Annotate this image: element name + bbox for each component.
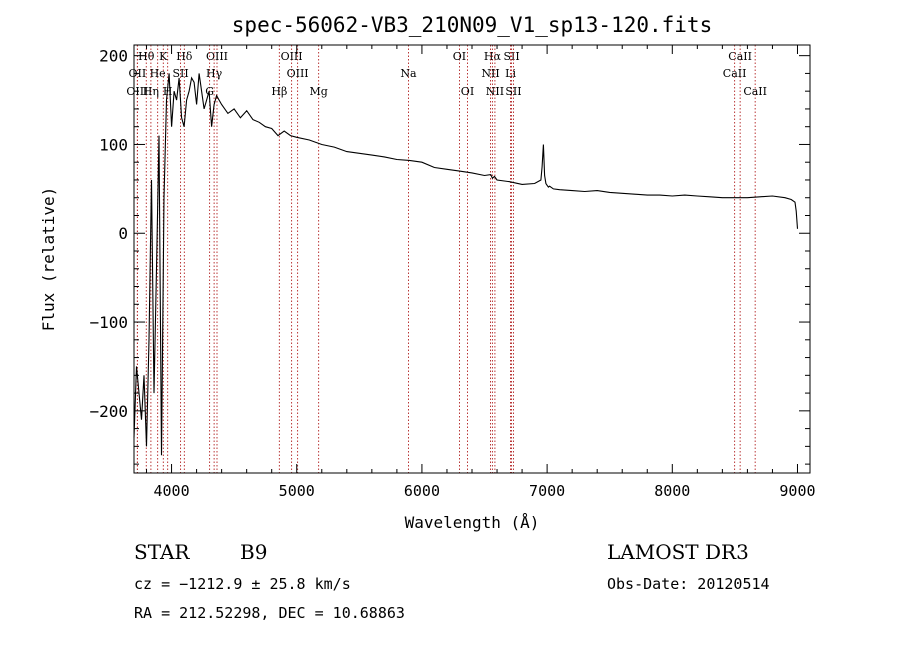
marker-label-4: He <box>150 67 166 80</box>
x-tick-label-5: 9000 <box>779 482 815 500</box>
marker-label-3: K <box>159 50 168 63</box>
spectrum-line <box>133 73 799 456</box>
marker-label-25: CaII <box>728 50 752 63</box>
x-tick-label-2: 6000 <box>404 482 440 500</box>
x-tick-label-0: 4000 <box>153 482 189 500</box>
marker-label-19: Hα <box>484 50 502 63</box>
redshift-velocity: cz = −1212.9 ± 25.8 km/s <box>134 575 351 593</box>
marker-label-5: Hη <box>143 85 159 98</box>
marker-label-6: Hδ <box>176 50 193 63</box>
marker-label-12: OIII <box>281 50 303 63</box>
marker-label-14: Hβ <box>271 85 287 98</box>
object-type: STAR <box>134 540 190 564</box>
x-axis-label: Wavelength (Å) <box>405 513 540 532</box>
marker-label-9: OIII <box>206 50 228 63</box>
marker-label-7: SII <box>172 67 188 80</box>
x-axis-ticks: 4000 5000 6000 7000 8000 9000 <box>146 45 816 500</box>
marker-label-26: CaII <box>723 67 747 80</box>
y-axis-label: Flux (relative) <box>39 187 58 332</box>
x-tick-label-1: 5000 <box>279 482 315 500</box>
marker-label-10: Hγ <box>206 67 223 80</box>
marker-label-22: Li <box>505 67 516 80</box>
observation-date: Obs-Date: 20120514 <box>607 575 770 593</box>
y-tick-label-1: −100 <box>89 313 128 332</box>
marker-label-24: SII <box>505 85 521 98</box>
marker-label-17: OI <box>453 50 466 63</box>
x-tick-label-3: 7000 <box>529 482 565 500</box>
marker-label-15: Mg <box>309 85 327 98</box>
marker-label-23: NII <box>486 85 504 98</box>
y-tick-label-4: 200 <box>99 47 128 66</box>
plot-frame <box>133 44 811 474</box>
coordinates: RA = 212.52298, DEC = 10.68863 <box>134 604 405 622</box>
marker-label-18: OI <box>461 85 474 98</box>
marker-label-27: CaII <box>743 85 767 98</box>
marker-label-0: Hθ <box>138 50 155 63</box>
x-tick-label-4: 8000 <box>654 482 690 500</box>
marker-label-13: OIII <box>287 67 309 80</box>
marker-label-20: SII <box>503 50 519 63</box>
y-tick-label-2: 0 <box>118 224 128 243</box>
spectral-subclass: B9 <box>240 540 268 564</box>
marker-label-21: NII <box>481 67 499 80</box>
y-tick-label-3: 100 <box>99 135 128 154</box>
marker-label-16: Na <box>400 67 417 80</box>
y-tick-label-0: −200 <box>89 402 128 421</box>
survey-name: LAMOST DR3 <box>607 540 749 564</box>
y-axis-ticks: −200 −100 0 100 200 <box>89 47 810 465</box>
chart-title: spec-56062-VB3_210N09_V1_sp13-120.fits <box>232 13 712 37</box>
